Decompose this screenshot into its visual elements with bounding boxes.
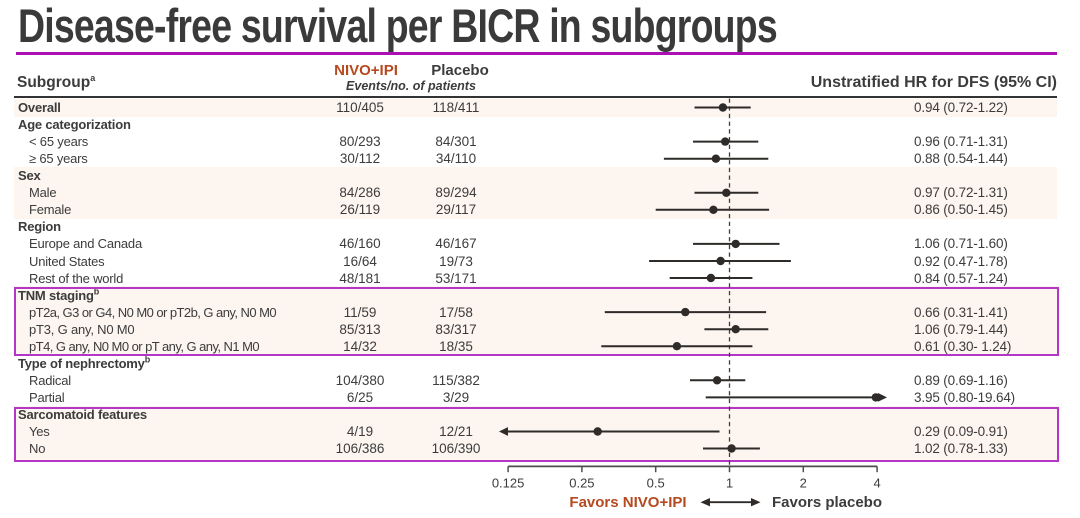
svg-text:2: 2 xyxy=(800,476,807,491)
svg-text:Favors NIVO+IPI: Favors NIVO+IPI xyxy=(569,494,686,511)
svg-text:4: 4 xyxy=(873,476,880,491)
svg-text:0.125: 0.125 xyxy=(492,476,525,491)
svg-text:0.25: 0.25 xyxy=(569,476,594,491)
svg-text:1: 1 xyxy=(726,476,733,491)
svg-text:Favors placebo: Favors placebo xyxy=(772,494,882,511)
svg-text:0.5: 0.5 xyxy=(647,476,665,491)
